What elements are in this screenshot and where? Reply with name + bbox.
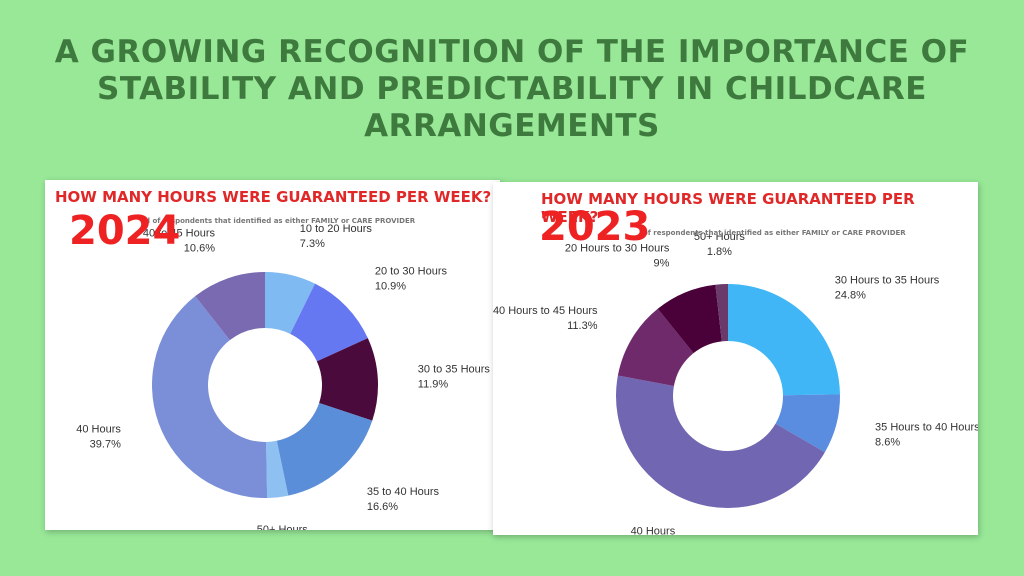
donut-slice <box>775 394 840 453</box>
slice-label: 30 Hours to 35 Hours <box>835 275 940 287</box>
donut-slice <box>657 284 722 354</box>
chart: 30 Hours to 35 Hours 24.8% 35 Hours to 40 … <box>493 231 978 535</box>
chart-subtitle: d of respondents that identified as eith… <box>145 217 416 225</box>
slice-value-label: 10.6% <box>184 242 215 254</box>
year-label: 2024 <box>69 208 181 254</box>
donut-slice <box>617 308 694 386</box>
donut-slice <box>616 375 825 508</box>
slice-label: 40 Hours to 45 Hours <box>493 305 598 317</box>
donut-slice <box>715 284 728 342</box>
slice-label: 20 to 30 Hours <box>375 265 448 277</box>
slice-label: 40 to 45 Hours <box>143 227 216 239</box>
slice-value-label: 11.3% <box>567 320 598 332</box>
slice-value-label: 39.7% <box>90 438 121 450</box>
donut-slice <box>290 283 368 362</box>
slice-label: 35 to 40 Hours <box>367 486 440 498</box>
slice-label: 50+ Hours <box>257 524 309 530</box>
chart-title: HOW MANY HOURS WERE GUARANTEED PER WEEK? <box>55 188 492 206</box>
slice-value-label: 7.3% <box>300 238 325 250</box>
slice-label: 20 Hours to 30 Hours <box>565 243 670 255</box>
year-label: 2023 <box>539 204 651 250</box>
chart-panel: 30 Hours to 35 Hours 24.8% 35 Hours to 40 … <box>493 182 978 535</box>
slice-label: 40 Hours <box>631 525 676 535</box>
slice-value-label: 16.6% <box>367 501 398 513</box>
slice-label: 40 Hours <box>76 423 121 435</box>
chart: 10 to 20 Hours 7.3% 20 to 30 Hours 10.9% 30 … <box>76 223 491 530</box>
donut-slice <box>152 296 268 498</box>
slide-title: A GROWING RECOGNITION OF THE IMPORTANCE … <box>54 34 970 144</box>
slice-value-label: 24.8% <box>835 290 866 302</box>
donut-slice <box>276 402 373 496</box>
chart-subtitle: of respondents that identified as either… <box>643 229 906 237</box>
slice-value-label: 9% <box>654 258 670 270</box>
slice-label: 30 to 35 Hours <box>418 364 491 376</box>
slice-value-label: 10.9% <box>375 280 406 292</box>
donut-slice <box>195 272 265 341</box>
chart-panel: 10 to 20 Hours 7.3% 20 to 30 Hours 10.9% 30 … <box>45 180 500 530</box>
slice-value-label: 1.8% <box>707 246 732 258</box>
slice-label: 50+ Hours <box>694 231 746 243</box>
slice-label: 35 Hours to 40 Hours <box>875 421 978 433</box>
slice-value-label: 11.9% <box>418 379 449 391</box>
slice-label: 10 to 20 Hours <box>300 223 373 235</box>
donut-slice <box>728 284 840 396</box>
chart-title: HOW MANY HOURS WERE GUARANTEED PER WEEK? <box>541 190 915 226</box>
donut-slice <box>265 272 316 334</box>
donut-slice <box>266 440 289 498</box>
slice-value-label: 8.6% <box>875 436 900 448</box>
donut-slice <box>316 338 378 421</box>
